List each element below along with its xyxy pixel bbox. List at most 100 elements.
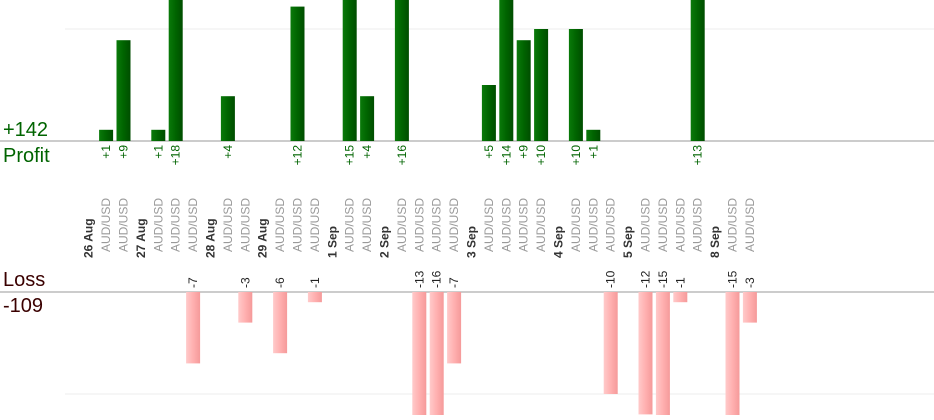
loss-value-label: -3	[238, 277, 252, 288]
loss-bar	[603, 292, 618, 394]
date-label: 8 Sep	[708, 226, 722, 258]
date-label: 2 Sep	[378, 226, 392, 258]
profit-bar	[99, 129, 114, 141]
loss-value-label: -12	[639, 270, 653, 288]
profit-bar	[568, 29, 583, 141]
pair-label: AUD/USD	[499, 198, 513, 252]
date-label: 27 Aug	[134, 218, 148, 258]
loss-value-label: -3	[743, 277, 757, 288]
profit-bar	[116, 40, 131, 142]
pair-label: AUD/USD	[673, 198, 687, 252]
pair-label: AUD/USD	[343, 198, 357, 252]
profit-value-label: +1	[586, 145, 600, 159]
loss-value-label: -7	[186, 277, 200, 288]
date-label: 1 Sep	[325, 226, 339, 258]
pair-label: AUD/USD	[743, 198, 757, 252]
profit-value-label: +1	[151, 145, 165, 159]
profit-bar	[220, 96, 235, 141]
pair-label: AUD/USD	[604, 198, 618, 252]
loss-value-label: -15	[726, 270, 740, 288]
loss-value-label: -6	[273, 277, 287, 288]
pair-label: AUD/USD	[238, 198, 252, 252]
profit-value-label: +4	[360, 145, 374, 159]
pair-label: AUD/USD	[447, 198, 461, 252]
profit-value-label: +12	[291, 145, 305, 166]
profit-total-label: +142	[3, 119, 49, 141]
pair-label: AUD/USD	[569, 198, 583, 252]
loss-bar	[673, 292, 688, 303]
loss-bar	[725, 292, 740, 415]
loss-bar	[238, 292, 253, 323]
pair-label: AUD/USD	[534, 198, 548, 252]
profit-bar	[481, 85, 496, 141]
loss-value-label: -1	[673, 277, 687, 288]
date-label: 5 Sep	[621, 226, 635, 258]
loss-total-label: -109	[3, 295, 44, 317]
pair-label: AUD/USD	[726, 198, 740, 252]
loss-bar	[742, 292, 757, 323]
profit-bar	[394, 0, 409, 141]
loss-value-label: -7	[447, 277, 461, 288]
pair-label: AUD/USD	[691, 198, 705, 252]
profit-bar	[534, 29, 549, 141]
pair-label: AUD/USD	[186, 198, 200, 252]
profit-bar	[290, 6, 305, 141]
pair-label: AUD/USD	[639, 198, 653, 252]
date-label: 28 Aug	[204, 218, 218, 258]
profit-bar	[499, 0, 514, 141]
loss-value-label: -13	[412, 270, 426, 288]
profit-value-label: +1	[99, 145, 113, 159]
profit-value-label: +4	[221, 145, 235, 159]
profit-bar	[168, 0, 183, 141]
loss-bar	[186, 292, 201, 364]
loss-bar	[307, 292, 322, 303]
pair-label: AUD/USD	[517, 198, 531, 252]
profit-bar	[360, 96, 375, 141]
pair-label: AUD/USD	[308, 198, 322, 252]
loss-value-label: -16	[430, 270, 444, 288]
pair-label: AUD/USD	[291, 198, 305, 252]
profit-value-label: +13	[691, 145, 705, 166]
loss-bar	[429, 292, 444, 415]
profit-value-label: +10	[534, 145, 548, 166]
profit-bar	[151, 129, 166, 141]
profit-caption: Profit	[3, 145, 50, 167]
date-label: 29 Aug	[256, 218, 270, 258]
profit-value-label: +9	[517, 145, 531, 159]
profit-value-label: +16	[395, 145, 409, 166]
pair-label: AUD/USD	[169, 198, 183, 252]
profit-value-label: +18	[169, 145, 183, 166]
pair-label: AUD/USD	[586, 198, 600, 252]
loss-bar	[447, 292, 462, 364]
pair-label: AUD/USD	[221, 198, 235, 252]
pair-label: AUD/USD	[412, 198, 426, 252]
profit-value-label: +9	[117, 145, 131, 159]
pair-label: AUD/USD	[99, 198, 113, 252]
loss-bar	[412, 292, 427, 415]
date-label: 4 Sep	[552, 226, 566, 258]
profit-value-label: +5	[482, 145, 496, 159]
profit-bar	[690, 0, 705, 141]
pair-label: AUD/USD	[430, 198, 444, 252]
date-label: 3 Sep	[465, 226, 479, 258]
loss-bar	[638, 292, 653, 415]
pair-label: AUD/USD	[151, 198, 165, 252]
pair-label: AUD/USD	[656, 198, 670, 252]
loss-bar	[655, 292, 670, 415]
profit-bar	[516, 40, 531, 142]
loss-value-label: -15	[656, 270, 670, 288]
loss-bar	[273, 292, 288, 354]
profit-value-label: +15	[343, 145, 357, 166]
profit-value-label: +10	[569, 145, 583, 166]
pair-label: AUD/USD	[482, 198, 496, 252]
pair-label: AUD/USD	[360, 198, 374, 252]
profit-bar	[342, 0, 357, 141]
profit-value-label: +14	[499, 145, 513, 166]
pair-label: AUD/USD	[395, 198, 409, 252]
loss-caption: Loss	[3, 269, 46, 291]
pair-label: AUD/USD	[117, 198, 131, 252]
profit-bar	[586, 129, 601, 141]
date-label: 26 Aug	[82, 218, 96, 258]
loss-value-label: -10	[604, 270, 618, 288]
